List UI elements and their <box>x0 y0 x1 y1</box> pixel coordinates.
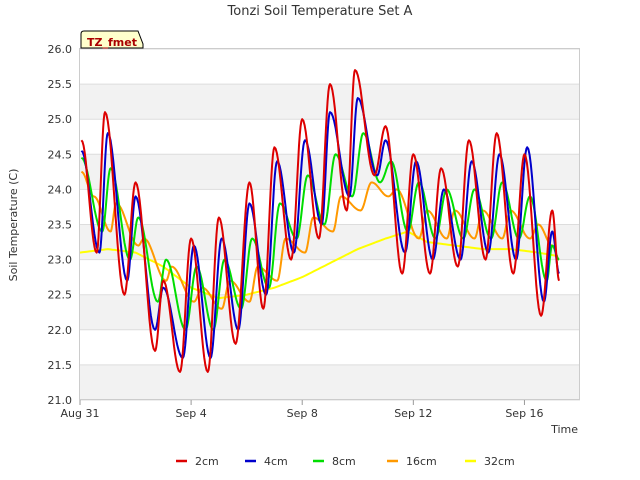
plot-band <box>80 364 580 400</box>
plot-frame <box>79 48 580 400</box>
series-line-8cm <box>80 132 560 331</box>
y-tick-label: 24.0 <box>48 183 73 196</box>
y-tick-label: 26.0 <box>48 43 73 56</box>
y-axis-ticks: 21.0 21.5 22.0 22.5 23.0 23.5 24.0 24.5 25.0 25.5… <box>48 43 73 407</box>
badge-box <box>80 30 144 49</box>
series-line-2cm <box>80 69 561 373</box>
y-tick-label: 24.5 <box>48 148 73 161</box>
y-tick-label: 23.5 <box>48 219 73 232</box>
x-axis-ticks: Aug 31 Sep 4 Sep 8 Sep 12 Sep 16 <box>61 400 544 420</box>
y-tick-label: 22.0 <box>48 324 73 337</box>
x-tick-label: Sep 16 <box>505 407 543 420</box>
x-tick-label: Sep 8 <box>287 407 318 420</box>
y-tick-label: 21.0 <box>48 394 73 407</box>
badge-label: TZ_fmet <box>87 36 137 49</box>
legend-label-2cm: 2cm <box>195 455 219 468</box>
series-lines <box>79 69 561 373</box>
y-tick-label: 22.5 <box>48 289 73 302</box>
y-axis-label: Soil Temperature (C) <box>7 169 20 282</box>
station-badge: TZ_fmet <box>80 30 144 49</box>
x-tick-label: Aug 31 <box>61 407 100 420</box>
x-tick-label: Sep 12 <box>394 407 432 420</box>
y-tick-label: 25.0 <box>48 113 73 126</box>
legend-label-8cm: 8cm <box>332 455 356 468</box>
legend-label-32cm: 32cm <box>484 455 515 468</box>
legend-label-4cm: 4cm <box>264 455 288 468</box>
plot-band <box>80 294 580 330</box>
x-axis-label: Time <box>550 423 578 436</box>
y-tick-label: 25.5 <box>48 78 73 91</box>
legend-label-16cm: 16cm <box>406 455 437 468</box>
x-tick-label: Sep 4 <box>175 407 206 420</box>
legend: 2cm 4cm 8cm 16cm 32cm <box>176 455 515 468</box>
chart-title: Tonzi Soil Temperature Set A <box>227 4 413 19</box>
y-tick-label: 21.5 <box>48 359 73 372</box>
y-tick-label: 23.0 <box>48 254 73 267</box>
